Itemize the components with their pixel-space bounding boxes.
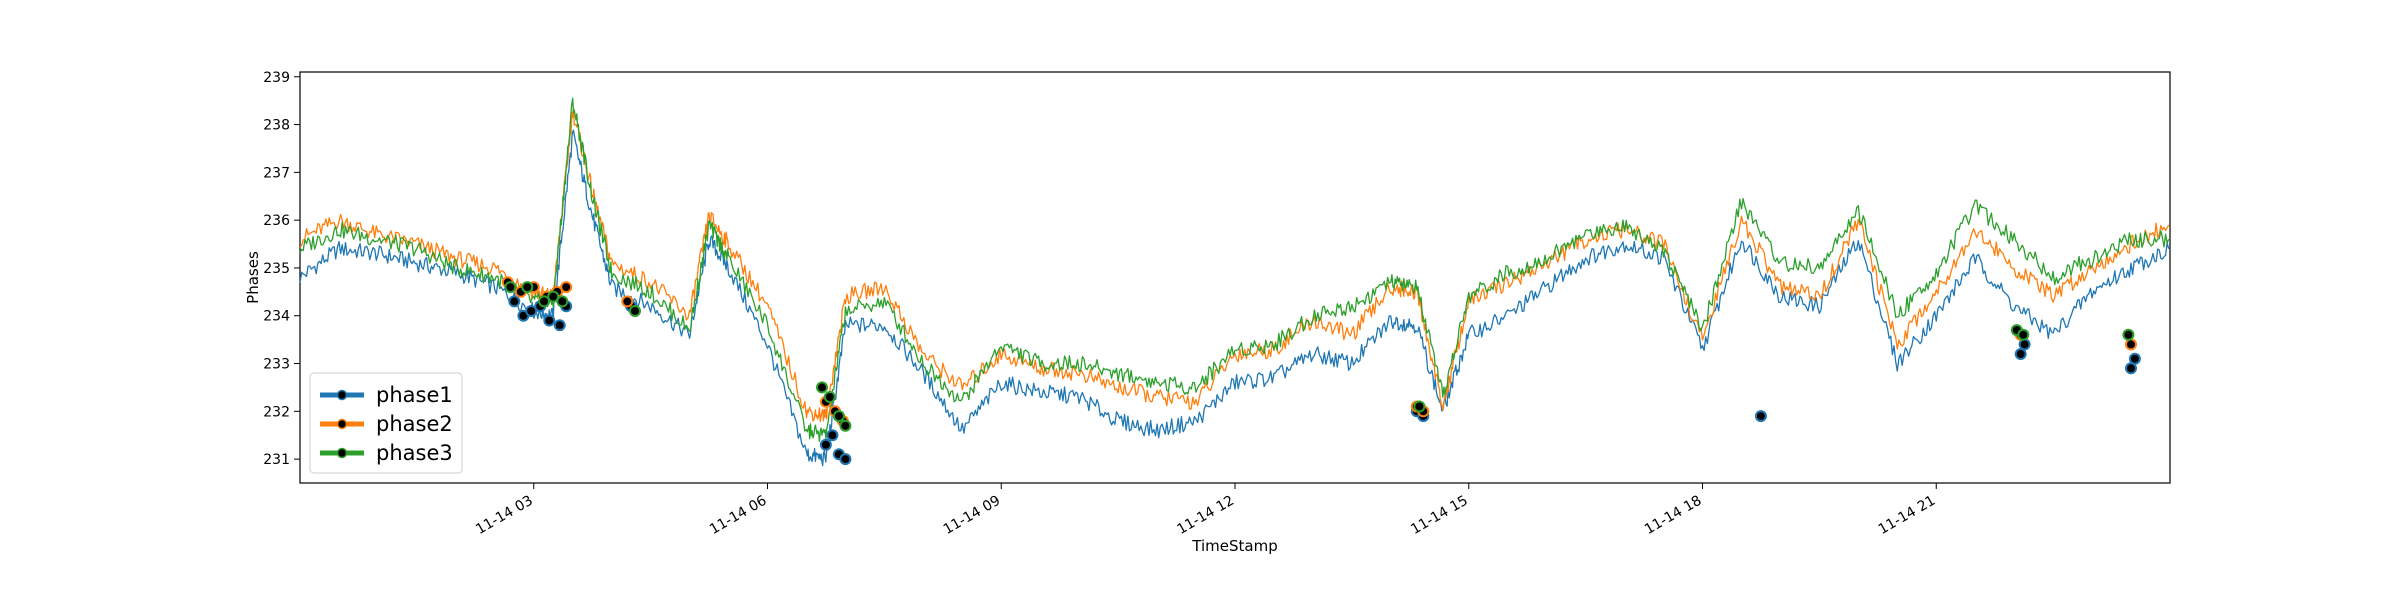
y-tick-label: 237 xyxy=(263,165,290,181)
anomaly-point-phase1 xyxy=(826,429,839,442)
legend-label-phase3: phase3 xyxy=(376,441,453,465)
series-line-phase2 xyxy=(299,107,2170,423)
anomaly-point-phase1 xyxy=(2014,348,2027,360)
anomaly-point-phase1 xyxy=(543,314,556,327)
x-tick-label: 11-14 15 xyxy=(1408,493,1471,538)
y-tick-label: 233 xyxy=(263,357,290,373)
legend-marker-phase3 xyxy=(336,447,348,459)
x-tick-label: 11-14 21 xyxy=(1876,493,1939,538)
y-tick-label: 234 xyxy=(263,309,290,325)
anomaly-point-phase3 xyxy=(816,381,828,394)
anomaly-point-phase2 xyxy=(2125,338,2137,351)
anomaly-point-phase2 xyxy=(621,295,634,308)
series-line-phase3 xyxy=(299,97,2170,443)
legend-label-phase2: phase2 xyxy=(376,412,453,436)
anomaly-point-phase1 xyxy=(2125,362,2137,375)
anomaly-point-phase3 xyxy=(832,410,845,423)
anomaly-point-phase1 xyxy=(525,305,538,317)
anomaly-point-phase3 xyxy=(2017,328,2030,341)
anomaly-point-phase3 xyxy=(547,290,560,303)
y-tick-label: 238 xyxy=(263,118,290,134)
anomaly-point-phase3 xyxy=(556,295,569,308)
y-axis-label: Phases xyxy=(244,251,262,304)
anomaly-point-phase1 xyxy=(1754,410,1767,423)
y-axis: 231 232 233 234 235 236 237 238 239 xyxy=(263,70,300,468)
anomaly-point-phase1 xyxy=(2128,352,2141,365)
y-tick-label: 236 xyxy=(263,213,290,229)
x-tick-label: 11-14 18 xyxy=(1642,493,1705,538)
y-tick-label: 239 xyxy=(263,70,290,86)
anomaly-point-phase3 xyxy=(538,295,551,308)
anomaly-point-phase3 xyxy=(839,419,852,432)
anomaly-marker-layer xyxy=(501,276,2141,466)
x-tick-label: 11-14 09 xyxy=(941,493,1004,538)
anomaly-point-phase3 xyxy=(823,391,836,403)
legend-label-phase1: phase1 xyxy=(376,383,453,407)
y-tick-label: 231 xyxy=(263,452,290,468)
legend: phase1 phase2 phase3 xyxy=(309,372,463,474)
anomaly-point-phase1 xyxy=(553,319,566,332)
x-tick-label: 11-14 12 xyxy=(1174,493,1237,538)
x-tick-label: 11-14 03 xyxy=(473,493,536,538)
legend-marker-phase1 xyxy=(336,389,348,401)
series-layer xyxy=(299,97,2170,467)
legend-marker-phase2 xyxy=(336,418,348,430)
anomaly-point-phase1 xyxy=(2018,338,2031,351)
x-axis: 11-14 03 11-14 06 11-14 09 11-14 12 11-14 15… xyxy=(473,483,1938,538)
anomaly-point-phase3 xyxy=(521,281,534,294)
anomaly-point-phase2 xyxy=(560,281,573,294)
anomaly-point-phase3 xyxy=(629,305,641,317)
anomaly-point-phase1 xyxy=(819,438,832,451)
x-axis-label: TimeStamp xyxy=(1191,537,1277,555)
anomaly-point-phase3 xyxy=(504,281,517,294)
anomaly-point-phase3 xyxy=(1413,400,1426,413)
y-tick-label: 232 xyxy=(263,404,290,420)
anomaly-point-phase1 xyxy=(508,295,521,308)
x-tick-label: 11-14 06 xyxy=(707,493,770,538)
y-tick-label: 235 xyxy=(263,261,290,277)
anomaly-point-phase1 xyxy=(839,453,852,466)
series-line-phase1 xyxy=(299,129,2170,467)
anomaly-point-phase3 xyxy=(2122,328,2135,341)
legend-box xyxy=(309,372,463,474)
